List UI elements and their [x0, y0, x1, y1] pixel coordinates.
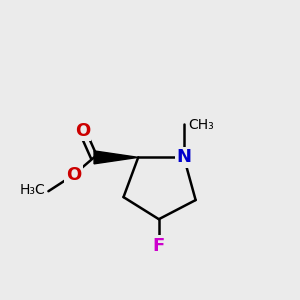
Polygon shape	[94, 151, 138, 164]
Text: O: O	[75, 122, 90, 140]
Text: N: N	[176, 148, 191, 166]
Text: CH₃: CH₃	[188, 118, 214, 132]
Text: F: F	[153, 237, 165, 255]
Text: H₃C: H₃C	[19, 183, 45, 197]
Text: O: O	[66, 166, 81, 184]
